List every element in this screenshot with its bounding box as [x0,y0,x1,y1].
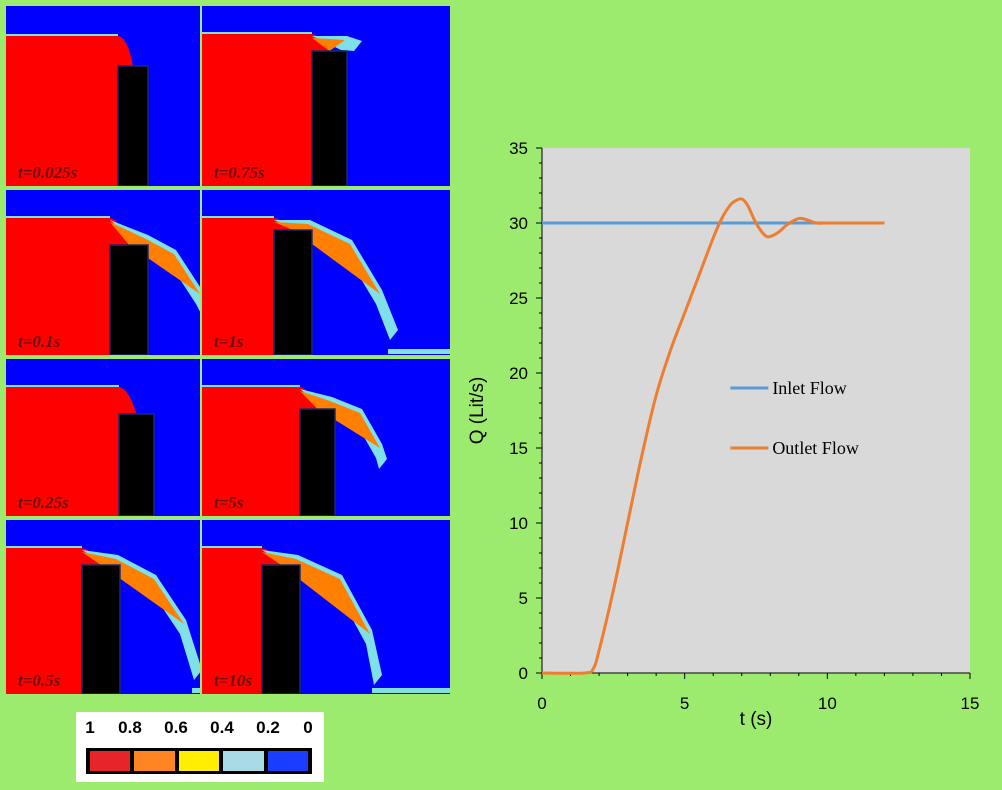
y-tick-label: 5 [519,589,528,608]
y-tick-label: 30 [509,214,528,233]
free-surface [202,546,262,548]
downstream-pool [372,688,450,693]
free-surface [202,32,312,34]
time-caption: t=0.5s [18,671,60,691]
time-caption: t=0.1s [18,332,60,352]
y-tick-label: 15 [509,439,528,458]
weir-block [82,565,120,694]
simulation-panel: t=0.5s [6,520,200,694]
y-tick-label: 0 [519,664,528,683]
legend-label-0.6: 0.6 [164,718,188,738]
downstream-pool [388,349,450,354]
time-caption: t=1s [214,332,244,352]
legend-swatch-3 [223,751,263,771]
free-surface [202,216,274,218]
legend-label-0.4: 0.4 [210,718,234,738]
y-axis-label: Q (Lit/s) [467,377,488,445]
weir-block [118,66,148,186]
free-surface [6,34,118,36]
weir-block [312,51,347,186]
x-tick-label: 5 [680,694,689,713]
free-surface [6,385,119,387]
weir-block [119,414,154,516]
x-axis-label: t (s) [740,709,773,730]
free-surface [6,546,82,548]
legend-swatch-1 [134,751,174,771]
legend-swatch-0 [90,751,130,771]
simulation-panel: t=0.75s [202,6,450,186]
simulation-panel: t=0.25s [6,359,200,516]
x-tick-label: 15 [961,694,980,713]
downstream-pool [192,688,200,693]
legend-label-0: 0 [303,718,312,738]
legend-label-0.8: 0.8 [118,718,142,738]
weir-block [110,245,148,355]
time-caption: t=5s [214,493,244,513]
time-caption: t=0.025s [18,163,77,183]
simulation-panel: t=1s [202,190,450,355]
legend-entry-label: Outlet Flow [772,438,859,458]
free-surface [202,385,300,387]
legend-swatch-2 [179,751,219,771]
weir-block [300,409,335,516]
simulation-panel: t=0.025s [6,6,200,186]
x-tick-label: 10 [818,694,837,713]
legend-swatch-4 [268,751,308,771]
y-tick-label: 35 [509,139,528,158]
time-caption: t=0.75s [214,163,265,183]
simulation-panel: t=5s [202,359,450,516]
x-tick-label: 0 [537,694,546,713]
time-caption: t=0.25s [18,493,69,513]
free-surface [6,216,110,218]
weir-block [262,565,300,694]
legend-label-1: 1 [85,718,94,738]
y-tick-label: 25 [509,289,528,308]
color-strip [86,748,312,774]
volume-fraction-color-legend: 1 0.8 0.6 0.4 0.2 0 [76,712,324,782]
simulation-panels: t=0.025s t=0.75s t=0.1s t=1s t=0.25s t=5s t=0.… [6,6,450,694]
simulation-panel: t=0.1s [6,190,200,355]
time-caption: t=10s [214,671,252,691]
legend-label-0.2: 0.2 [256,718,280,738]
y-tick-label: 10 [509,514,528,533]
simulation-panel: t=10s [202,520,450,694]
plot-area [542,148,970,673]
flow-rate-chart: 0 5 10 15 20 25 30 35 0 5 10 15 t (s) Q (Lit/s) Inlet … [455,120,995,740]
y-tick-label: 20 [509,364,528,383]
legend-entry-label: Inlet Flow [772,378,847,398]
weir-block [274,230,312,355]
